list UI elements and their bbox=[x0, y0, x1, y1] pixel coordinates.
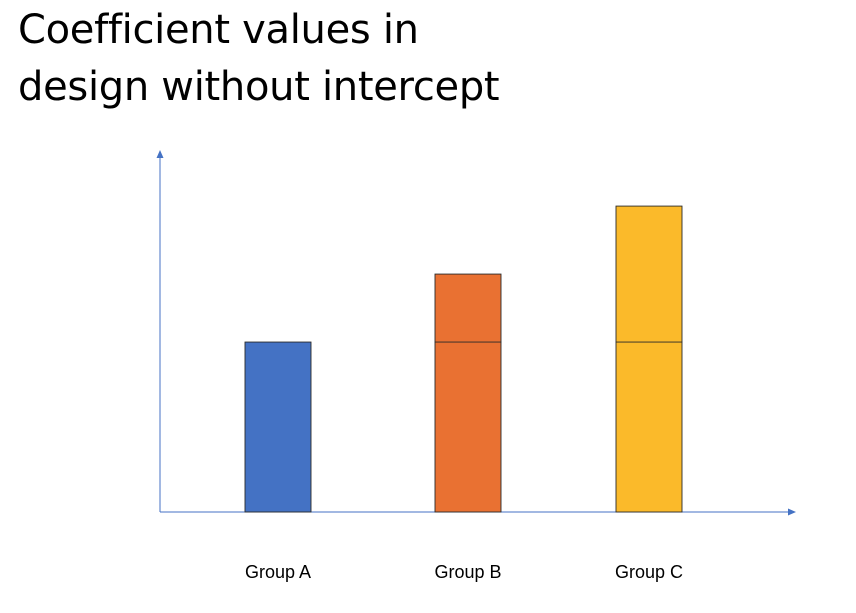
chart-bars bbox=[244, 205, 683, 513]
slide-title: Coefficient values in design without int… bbox=[18, 2, 778, 116]
x-axis-arrow-icon bbox=[788, 508, 796, 516]
category-label-group-c: Group C bbox=[615, 562, 683, 582]
category-label-group-b: Group B bbox=[434, 562, 501, 582]
bar-group-c-segment-1 bbox=[615, 341, 683, 513]
bar-group-b-segment-2 bbox=[434, 273, 502, 343]
category-label-group-a: Group A bbox=[245, 562, 311, 582]
category-labels: Group A Group B Group C bbox=[245, 562, 683, 582]
title-line-2: design without intercept bbox=[18, 64, 500, 110]
bar-group-a-segment-1 bbox=[244, 341, 312, 513]
y-axis-arrow-icon bbox=[156, 150, 164, 158]
bar-group-b-segment-1 bbox=[434, 341, 502, 513]
title-line-1: Coefficient values in bbox=[18, 7, 419, 53]
bar-group-c-segment-2 bbox=[615, 205, 683, 343]
